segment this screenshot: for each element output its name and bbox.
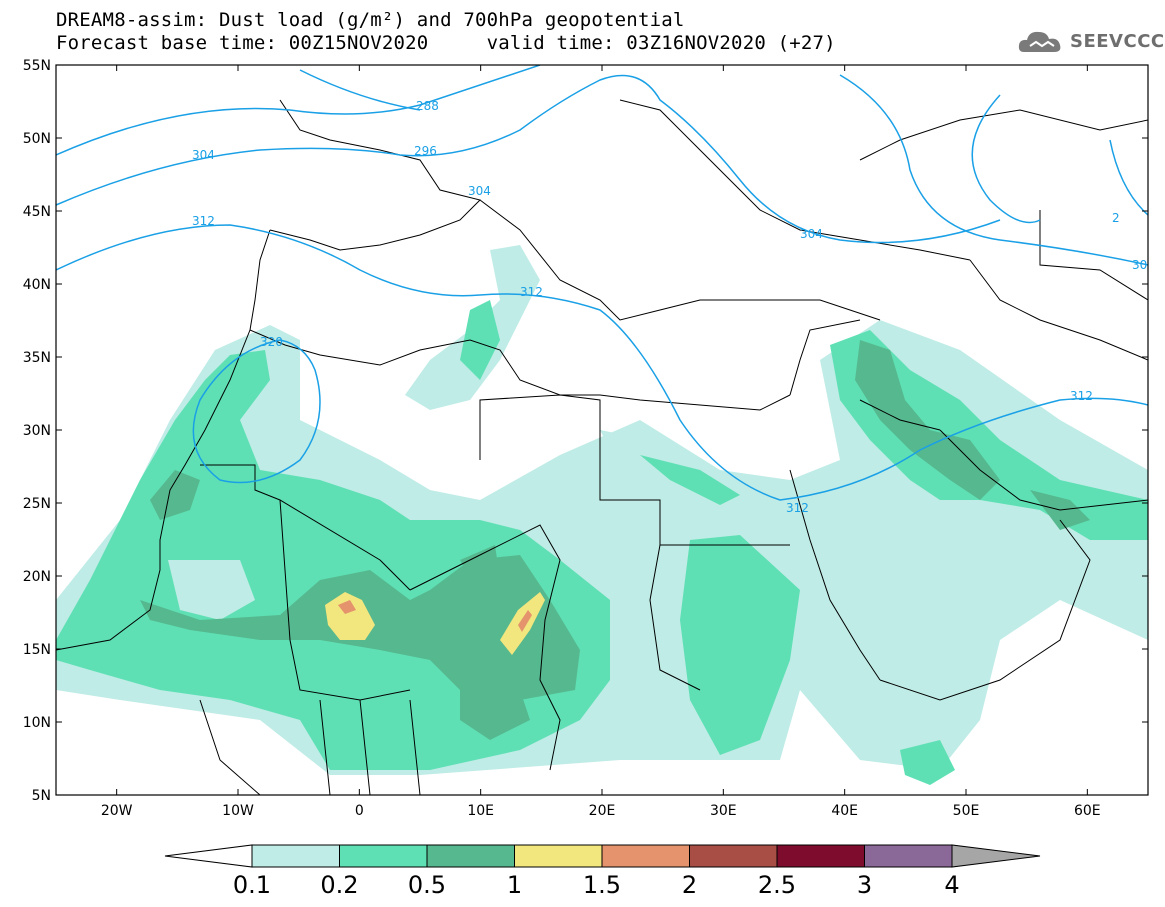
lat-tick-label: 15N: [23, 642, 51, 658]
colorbar-swatch: [601, 844, 690, 868]
lon-tick-label: 20E: [589, 803, 616, 819]
colorbar-swatch: [864, 844, 953, 868]
contour-label: 296: [414, 144, 437, 158]
dust-1.5-shading: [338, 600, 532, 632]
colorbar-swatch: [689, 844, 778, 868]
forecast-time-subtitle: Forecast base time: 00Z15NOV2020 valid t…: [56, 32, 836, 54]
seevccc-logo: SEEVCCC: [1016, 24, 1164, 60]
colorbar-label: 0.5: [408, 871, 446, 899]
contour-label: 304: [192, 148, 215, 162]
lon-tick-label: 40E: [831, 803, 858, 819]
contour-label: 312: [192, 214, 215, 228]
colorbar-label: 1: [507, 871, 522, 899]
contour-label: 288: [416, 99, 439, 113]
lon-tick-label: 50E: [953, 803, 980, 819]
colorbar: 0.1 0.2 0.5 1 1.5 2 2.5 3 4: [164, 844, 1041, 899]
contour-label: 320: [260, 335, 283, 349]
lat-tick-label: 20N: [23, 569, 51, 585]
lon-tick-label: 60E: [1074, 803, 1101, 819]
colorbar-max-arrow: [951, 844, 1041, 868]
lat-tick-label: 30N: [23, 423, 51, 439]
geopotential-contours: [56, 65, 1148, 501]
colorbar-label: 0.2: [320, 871, 358, 899]
contour-label: 312: [786, 501, 809, 515]
colorbar-label: 4: [944, 871, 959, 899]
contour-label: 312: [1070, 389, 1093, 403]
lon-tick-label: 10E: [467, 803, 494, 819]
lat-tick-label: 55N: [23, 58, 51, 74]
colorbar-label: 0.1: [233, 871, 271, 899]
colorbar-label: 2: [682, 871, 697, 899]
contour-labels: 288 296 304 304 312 312 320 304 312 312 …: [192, 99, 1147, 515]
colorbar-swatch: [776, 844, 865, 868]
lat-tick-label: 25N: [23, 496, 51, 512]
lat-tick-label: 40N: [23, 277, 51, 293]
colorbar-label: 3: [857, 871, 872, 899]
lon-tick-label: 0: [355, 803, 364, 819]
contour-label: 304: [800, 227, 823, 241]
lat-tick-label: 50N: [23, 131, 51, 147]
map-title: DREAM8-assim: Dust load (g/m²) and 700hP…: [56, 9, 685, 31]
lat-tick-label: 35N: [23, 350, 51, 366]
lat-tick-label: 10N: [23, 715, 51, 731]
colorbar-swatch: [339, 844, 428, 868]
lon-tick-label: 20W: [101, 803, 133, 819]
lat-tick-label: 45N: [23, 204, 51, 220]
contour-label: 304: [468, 184, 491, 198]
dust-load-layer: [56, 245, 1148, 785]
cloud-icon: [1018, 31, 1061, 52]
contour-label: 30: [1132, 258, 1147, 272]
axis-ticks: 5N 10N 15N 20N 25N 30N 35N 40N 45N 50N 55N 20W 10W 0 1…: [23, 58, 1148, 819]
lon-tick-label: 30E: [710, 803, 737, 819]
logo-text: SEEVCCC: [1070, 31, 1165, 52]
coastlines-borders: [56, 99, 1148, 795]
colorbar-swatch: [251, 844, 340, 868]
lat-tick-label: 5N: [32, 788, 51, 804]
colorbar-label: 1.5: [583, 871, 621, 899]
colorbar-min-arrow: [164, 844, 253, 868]
contour-label: 2: [1112, 211, 1120, 225]
colorbar-label: 2.5: [758, 871, 796, 899]
colorbar-swatch: [514, 844, 603, 868]
contour-label: 312: [520, 285, 543, 299]
colorbar-swatch: [426, 844, 515, 868]
lon-tick-label: 10W: [222, 803, 254, 819]
